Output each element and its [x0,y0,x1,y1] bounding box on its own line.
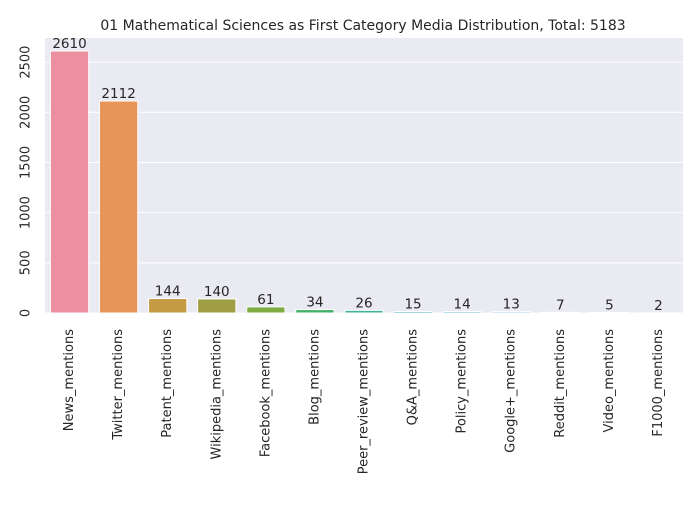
x-tick-label: Peer_review_mentions [357,329,372,475]
y-tick-label: 500 [19,250,34,275]
x-tick-label: Wikipedia_mentions [209,329,224,460]
y-tick-label: 2000 [19,96,34,129]
x-tick-label: News_mentions [62,329,77,431]
x-tick-label: Reddit_mentions [553,329,568,438]
bar-value-label: 14 [454,297,471,313]
x-tick-label: Twitter_mentions [111,329,126,441]
y-tick-label: 0 [19,309,34,317]
x-tick-label: Blog_mentions [307,329,322,425]
x-tick-label: Q&A_mentions [406,329,421,426]
bar-value-label: 5 [605,297,614,313]
bar-value-label: 26 [355,295,372,311]
x-tick-label: Google+_mentions [504,329,519,453]
x-axis-ticks: News_mentions Twitter_mentions Patent_ment… [62,329,666,475]
bar-value-label: 2610 [52,36,86,52]
x-tick-label: F1000_mentions [651,329,666,437]
bar-value-label: 13 [503,297,520,313]
bar [149,299,187,313]
y-tick-label: 1500 [19,146,34,179]
bar-value-label: 7 [556,297,565,313]
bar-value-label: 15 [404,296,421,312]
bar [50,51,88,313]
y-axis-ticks: 0 500 1000 1500 2000 2500 [19,46,34,318]
bar-value-label: 140 [204,284,230,300]
x-tick-label: Video_mentions [602,329,617,433]
bar-value-label: 2112 [101,86,135,102]
x-tick-label: Patent_mentions [160,329,175,438]
chart-title: 01 Mathematical Sciences as First Catego… [100,18,625,34]
x-tick-label: Facebook_mentions [258,329,273,457]
bar-value-label: 34 [306,295,323,311]
bar-value-label: 61 [257,292,274,308]
plot-area [45,38,683,313]
x-tick-label: Policy_mentions [455,329,470,434]
bar-value-label: 2 [654,298,663,314]
y-tick-label: 1000 [19,196,34,229]
bar [198,299,236,313]
bar [99,101,137,313]
bar-value-label: 144 [155,284,181,300]
y-tick-label: 2500 [19,46,34,79]
